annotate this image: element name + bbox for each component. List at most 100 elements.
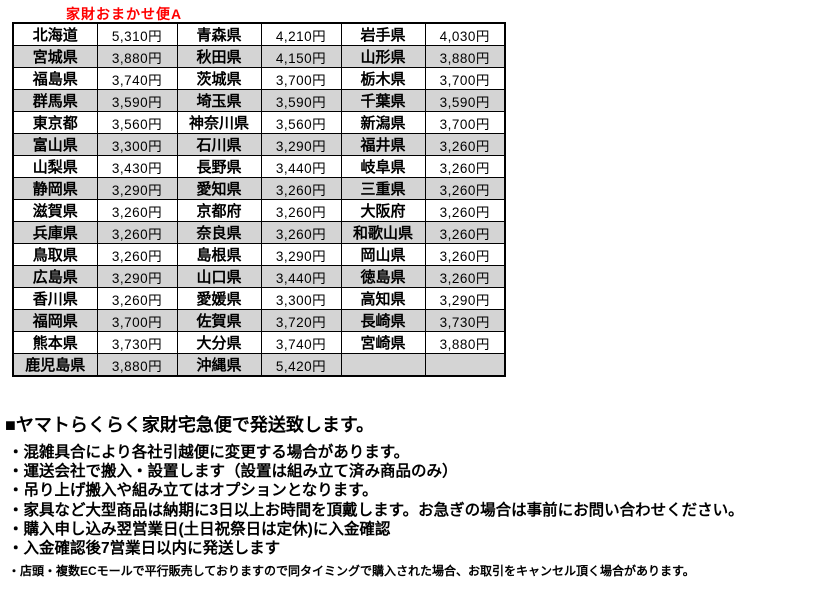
price-cell: 3,260円 [260, 199, 342, 222]
price-cell: 3,590円 [260, 89, 342, 112]
prefecture-cell: 北海道 [12, 22, 98, 46]
price-cell: 3,290円 [260, 243, 342, 266]
price-cell [424, 353, 506, 377]
table-row: 静岡県 3,290円 愛知県 3,260円 三重県 3,260円 [12, 177, 506, 200]
parallel-sales-note: ・店頭・複数ECモールで平行販売しておりますので同タイミングで購入された場合、お… [8, 564, 695, 579]
prefecture-cell: 熊本県 [12, 331, 98, 354]
price-cell: 4,150円 [260, 45, 342, 68]
prefecture-cell: 徳島県 [340, 265, 426, 288]
prefecture-cell: 佐賀県 [176, 309, 262, 332]
prefecture-cell: 香川県 [12, 287, 98, 310]
prefecture-cell: 福岡県 [12, 309, 98, 332]
table-row: 広島県 3,290円 山口県 3,440円 徳島県 3,260円 [12, 265, 506, 288]
prefecture-cell: 和歌山県 [340, 221, 426, 244]
price-cell: 3,300円 [260, 287, 342, 310]
table-row: 群馬県 3,590円 埼玉県 3,590円 千葉県 3,590円 [12, 89, 506, 112]
shipping-fee-table-body: 北海道 5,310円 青森県 4,210円 岩手県 4,030円 宮城県 3,880円 秋田県 4… [12, 22, 506, 377]
prefecture-cell: 山梨県 [12, 155, 98, 178]
price-cell: 3,560円 [96, 111, 178, 134]
price-cell: 3,430円 [96, 155, 178, 178]
prefecture-cell: 福井県 [340, 133, 426, 156]
note-item: ・入金確認後7営業日以内に発送します [8, 540, 281, 558]
prefecture-cell: 京都府 [176, 199, 262, 222]
price-cell: 5,310円 [96, 22, 178, 46]
prefecture-cell: 福島県 [12, 67, 98, 90]
price-cell: 3,880円 [424, 45, 506, 68]
table-row: 鳥取県 3,260円 島根県 3,290円 岡山県 3,260円 [12, 243, 506, 266]
prefecture-cell: 大分県 [176, 331, 262, 354]
price-cell: 3,260円 [96, 287, 178, 310]
prefecture-cell: 宮城県 [12, 45, 98, 68]
price-cell: 3,740円 [260, 331, 342, 354]
price-cell: 3,720円 [260, 309, 342, 332]
table-row: 香川県 3,260円 愛媛県 3,300円 高知県 3,290円 [12, 287, 506, 310]
price-cell: 3,260円 [260, 177, 342, 200]
note-item: ・家具など大型商品は納期に3日以上お時間を頂戴します。お急ぎの場合は事前にお問い… [8, 501, 744, 519]
price-cell: 3,560円 [260, 111, 342, 134]
price-cell: 4,210円 [260, 22, 342, 46]
price-cell: 3,440円 [260, 265, 342, 288]
shipping-notes-section: ■ヤマトらくらく家財宅急便で発送致します。 ・混雑具合により各社引越便に変更する… [5, 415, 820, 578]
price-cell: 3,290円 [96, 177, 178, 200]
price-cell: 3,700円 [424, 111, 506, 134]
prefecture-cell: 埼玉県 [176, 89, 262, 112]
table-row: 滋賀県 3,260円 京都府 3,260円 大阪府 3,260円 [12, 199, 506, 222]
prefecture-cell: 三重県 [340, 177, 426, 200]
prefecture-cell: 新潟県 [340, 111, 426, 134]
price-cell: 3,260円 [96, 199, 178, 222]
prefecture-cell: 愛媛県 [176, 287, 262, 310]
prefecture-cell: 山形県 [340, 45, 426, 68]
note-item: ・運送会社で搬入・設置します（設置は組み立て済み商品のみ） [8, 463, 458, 481]
price-cell: 3,700円 [260, 67, 342, 90]
prefecture-cell: 茨城県 [176, 67, 262, 90]
prefecture-cell: 奈良県 [176, 221, 262, 244]
table-row: 富山県 3,300円 石川県 3,290円 福井県 3,260円 [12, 133, 506, 156]
price-cell: 3,260円 [96, 221, 178, 244]
prefecture-cell: 大阪府 [340, 199, 426, 222]
price-cell: 3,260円 [424, 177, 506, 200]
price-cell: 3,260円 [424, 221, 506, 244]
table-row: 宮城県 3,880円 秋田県 4,150円 山形県 3,880円 [12, 45, 506, 68]
prefecture-cell: 高知県 [340, 287, 426, 310]
prefecture-cell: 栃木県 [340, 67, 426, 90]
price-cell: 3,700円 [424, 67, 506, 90]
price-cell: 3,740円 [96, 67, 178, 90]
table-row: 山梨県 3,430円 長野県 3,440円 岐阜県 3,260円 [12, 155, 506, 178]
notes-heading: ■ヤマトらくらく家財宅急便で発送致します。 [5, 415, 375, 435]
price-cell: 3,880円 [96, 353, 178, 377]
prefecture-cell: 広島県 [12, 265, 98, 288]
price-cell: 3,700円 [96, 309, 178, 332]
prefecture-cell: 滋賀県 [12, 199, 98, 222]
prefecture-cell: 岡山県 [340, 243, 426, 266]
table-row: 東京都 3,560円 神奈川県 3,560円 新潟県 3,700円 [12, 111, 506, 134]
price-cell: 3,260円 [96, 243, 178, 266]
note-item: ・購入申し込み翌営業日(土日祝祭日は定休)に入金確認 [8, 520, 391, 538]
price-cell: 3,260円 [260, 221, 342, 244]
price-cell: 4,030円 [424, 22, 506, 46]
prefecture-cell: 東京都 [12, 111, 98, 134]
prefecture-cell: 鹿児島県 [12, 353, 98, 377]
table-row: 兵庫県 3,260円 奈良県 3,260円 和歌山県 3,260円 [12, 221, 506, 244]
prefecture-cell [340, 353, 426, 377]
prefecture-cell: 島根県 [176, 243, 262, 266]
prefecture-cell: 静岡県 [12, 177, 98, 200]
prefecture-cell: 兵庫県 [12, 221, 98, 244]
shipping-fee-table: 北海道 5,310円 青森県 4,210円 岩手県 4,030円 宮城県 3,880円 秋田県 4… [12, 22, 506, 377]
table-row: 福島県 3,740円 茨城県 3,700円 栃木県 3,700円 [12, 67, 506, 90]
prefecture-cell: 山口県 [176, 265, 262, 288]
price-cell: 3,290円 [424, 287, 506, 310]
price-cell: 3,260円 [424, 265, 506, 288]
prefecture-cell: 神奈川県 [176, 111, 262, 134]
note-item: ・吊り上げ搬入や組み立てはオプションとなります。 [8, 482, 378, 500]
price-cell: 5,420円 [260, 353, 342, 377]
prefecture-cell: 石川県 [176, 133, 262, 156]
prefecture-cell: 鳥取県 [12, 243, 98, 266]
price-cell: 3,290円 [96, 265, 178, 288]
prefecture-cell: 群馬県 [12, 89, 98, 112]
price-cell: 3,440円 [260, 155, 342, 178]
price-cell: 3,300円 [96, 133, 178, 156]
price-cell: 3,590円 [424, 89, 506, 112]
prefecture-cell: 秋田県 [176, 45, 262, 68]
table-row: 熊本県 3,730円 大分県 3,740円 宮崎県 3,880円 [12, 331, 506, 354]
